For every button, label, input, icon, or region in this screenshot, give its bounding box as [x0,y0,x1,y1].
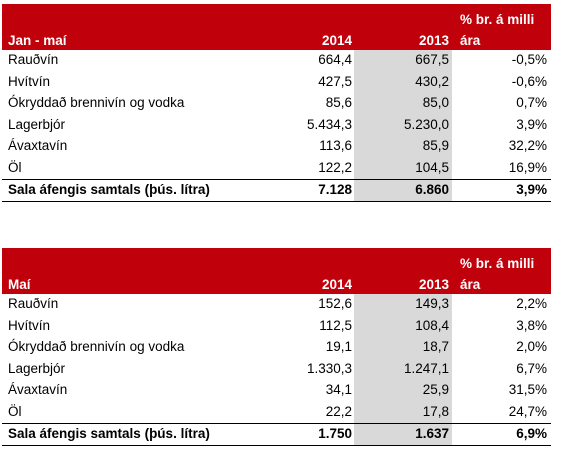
period-label: Jan - maí [8,33,67,48]
row-label: Rauðvín [8,296,59,311]
table-row: Ókryddað brennivín og vodka 19,1 18,7 2,… [2,337,551,359]
row-label: Ávaxtavín [8,138,68,153]
row-label: Hvítvín [8,317,51,333]
value-2014: 152,6 [318,296,352,311]
sales-table-may: Maí 2014 2013 % br. á milli ára Rauðvín … [2,248,551,446]
value-2013: 1.247,1 [403,360,449,376]
row-label: Ókryddað brennivín og vodka [8,339,185,354]
value-2014: 19,1 [325,339,352,354]
value-pct-change: -0,5% [511,52,547,67]
value-2013: 104,5 [415,159,449,175]
value-pct-change: 6,7% [516,360,547,376]
table-row: Öl 22,2 17,8 24,7% [2,401,551,423]
row-label: Rauðvín [8,52,59,67]
value-2014: 85,6 [325,95,352,110]
value-2013: 17,8 [422,403,449,419]
column-pct-change-header: % br. á milli ára [460,12,535,48]
row-label: Lagerbjór [8,360,66,376]
value-2014: 113,6 [319,138,352,153]
value-2014: 22,2 [325,403,352,419]
period-label: Maí [8,277,31,292]
value-pct-change: 2,2% [516,296,547,311]
row-label: Öl [8,403,22,419]
column-2014-header: 2014 [321,277,352,292]
value-2014: 5.434,3 [306,116,352,132]
table-row: Ávaxtavín 34,1 25,9 31,5% [2,380,551,402]
total-2014: 7.128 [318,182,352,197]
total-2013: 6.860 [415,182,449,197]
value-2014: 112,5 [319,317,352,333]
value-pct-change: -0,6% [511,73,547,89]
table-row: Ávaxtavín 113,6 85,9 32,2% [2,136,551,158]
value-2013: 667,5 [415,52,449,67]
total-row: Sala áfengis samtals (þús. lítra) 7.128 … [2,179,551,202]
total-pct-change: 3,9% [516,182,547,197]
row-label: Lagerbjór [8,116,66,132]
value-pct-change: 3,8% [516,317,547,333]
total-row: Sala áfengis samtals (þús. lítra) 1.750 … [2,423,551,446]
value-2013: 149,3 [415,296,449,311]
value-2014: 1.330,3 [306,360,352,376]
value-2013: 85,0 [422,95,449,110]
total-2013: 1.637 [415,426,449,441]
table-row: Ókryddað brennivín og vodka 85,6 85,0 0,… [2,93,551,115]
table-row: Rauðvín 664,4 667,5 -0,5% [2,50,551,72]
value-pct-change: 32,2% [508,138,547,153]
table-row: Rauðvín 152,6 149,3 2,2% [2,294,551,316]
table-row: Hvítvín 112,5 108,4 3,8% [2,315,551,337]
value-2013: 85,9 [422,138,449,153]
value-pct-change: 24,7% [508,403,547,419]
table-row: Lagerbjór 5.434,3 5.230,0 3,9% [2,114,551,136]
value-pct-change: 16,9% [508,159,547,175]
row-label: Hvítvín [8,73,51,89]
value-2014: 664,4 [318,52,352,67]
column-2013-header: 2013 [418,277,449,292]
value-2013: 18,7 [422,339,449,354]
value-pct-change: 0,7% [516,95,547,110]
value-2013: 430,2 [415,73,449,89]
value-2013: 108,4 [415,317,449,333]
row-label: Öl [8,159,22,175]
value-2013: 25,9 [422,382,449,397]
table-row: Öl 122,2 104,5 16,9% [2,157,551,179]
sales-table-jan-may: Jan - maí 2014 2013 % br. á milli ára Ra… [2,4,551,202]
value-pct-change: 2,0% [516,339,547,354]
column-pct-change-header: % br. á milli ára [460,256,535,292]
row-label: Ókryddað brennivín og vodka [8,95,185,110]
total-label: Sala áfengis samtals (þús. lítra) [8,426,210,441]
total-pct-change: 6,9% [516,426,547,441]
value-2014: 122,2 [318,159,352,175]
table-header: Maí 2014 2013 % br. á milli ára [2,248,551,294]
column-2014-header: 2014 [321,33,352,48]
row-label: Ávaxtavín [8,382,68,397]
column-2013-header: 2013 [418,33,449,48]
total-label: Sala áfengis samtals (þús. lítra) [8,182,210,197]
value-pct-change: 31,5% [508,382,547,397]
table-row: Hvítvín 427,5 430,2 -0,6% [2,71,551,93]
table-row: Lagerbjór 1.330,3 1.247,1 6,7% [2,358,551,380]
value-2014: 427,5 [318,73,352,89]
total-2014: 1.750 [318,426,352,441]
table-header: Jan - maí 2014 2013 % br. á milli ára [2,4,551,50]
value-2013: 5.230,0 [403,116,449,132]
value-pct-change: 3,9% [516,116,547,132]
value-2014: 34,1 [325,382,352,397]
